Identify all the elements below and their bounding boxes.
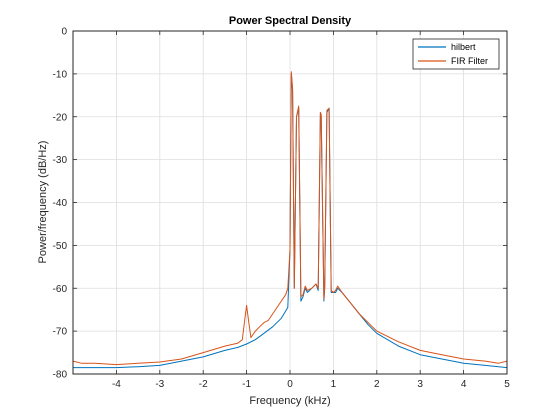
series-line-fir-filter — [72, 71, 508, 366]
chart-title: Power Spectral Density — [229, 15, 352, 27]
x-tick-label: 3 — [417, 379, 423, 390]
y-axis-label: Power/frequency (dB/Hz) — [37, 141, 49, 264]
tick-marks — [73, 30, 508, 375]
x-tick-labels: -4 -3 -2 -1 0 1 2 3 4 5 — [112, 379, 510, 390]
x-tick-label: 5 — [504, 379, 510, 390]
x-tick-label: -2 — [199, 379, 208, 390]
y-tick-label: -80 — [53, 370, 68, 381]
y-tick-label: -40 — [53, 198, 68, 209]
series-layer — [72, 71, 508, 369]
y-tick-labels: 0 -10 -20 -30 -40 -50 -60 -70 -80 — [53, 27, 68, 381]
y-tick-label: -60 — [53, 284, 68, 295]
y-tick-label: -70 — [53, 327, 68, 338]
y-tick-label: -20 — [53, 112, 68, 123]
x-tick-label: 2 — [374, 379, 380, 390]
x-axis-label: Frequency (kHz) — [249, 395, 330, 407]
x-tick-label: -1 — [242, 379, 251, 390]
legend: hilbert FIR Filter — [412, 38, 500, 70]
y-tick-label: -30 — [53, 155, 68, 166]
x-tick-label: 1 — [331, 379, 337, 390]
legend-box — [412, 38, 500, 70]
x-tick-label: 0 — [287, 379, 293, 390]
y-tick-label: -50 — [53, 241, 68, 252]
legend-label-hilbert: hilbert — [451, 42, 476, 52]
y-tick-label: 0 — [61, 27, 67, 38]
y-tick-label: -10 — [53, 69, 68, 80]
legend-label-fir-filter: FIR Filter — [451, 56, 488, 66]
x-tick-label: -4 — [112, 379, 121, 390]
x-tick-label: -3 — [155, 379, 164, 390]
x-tick-label: 4 — [461, 379, 467, 390]
